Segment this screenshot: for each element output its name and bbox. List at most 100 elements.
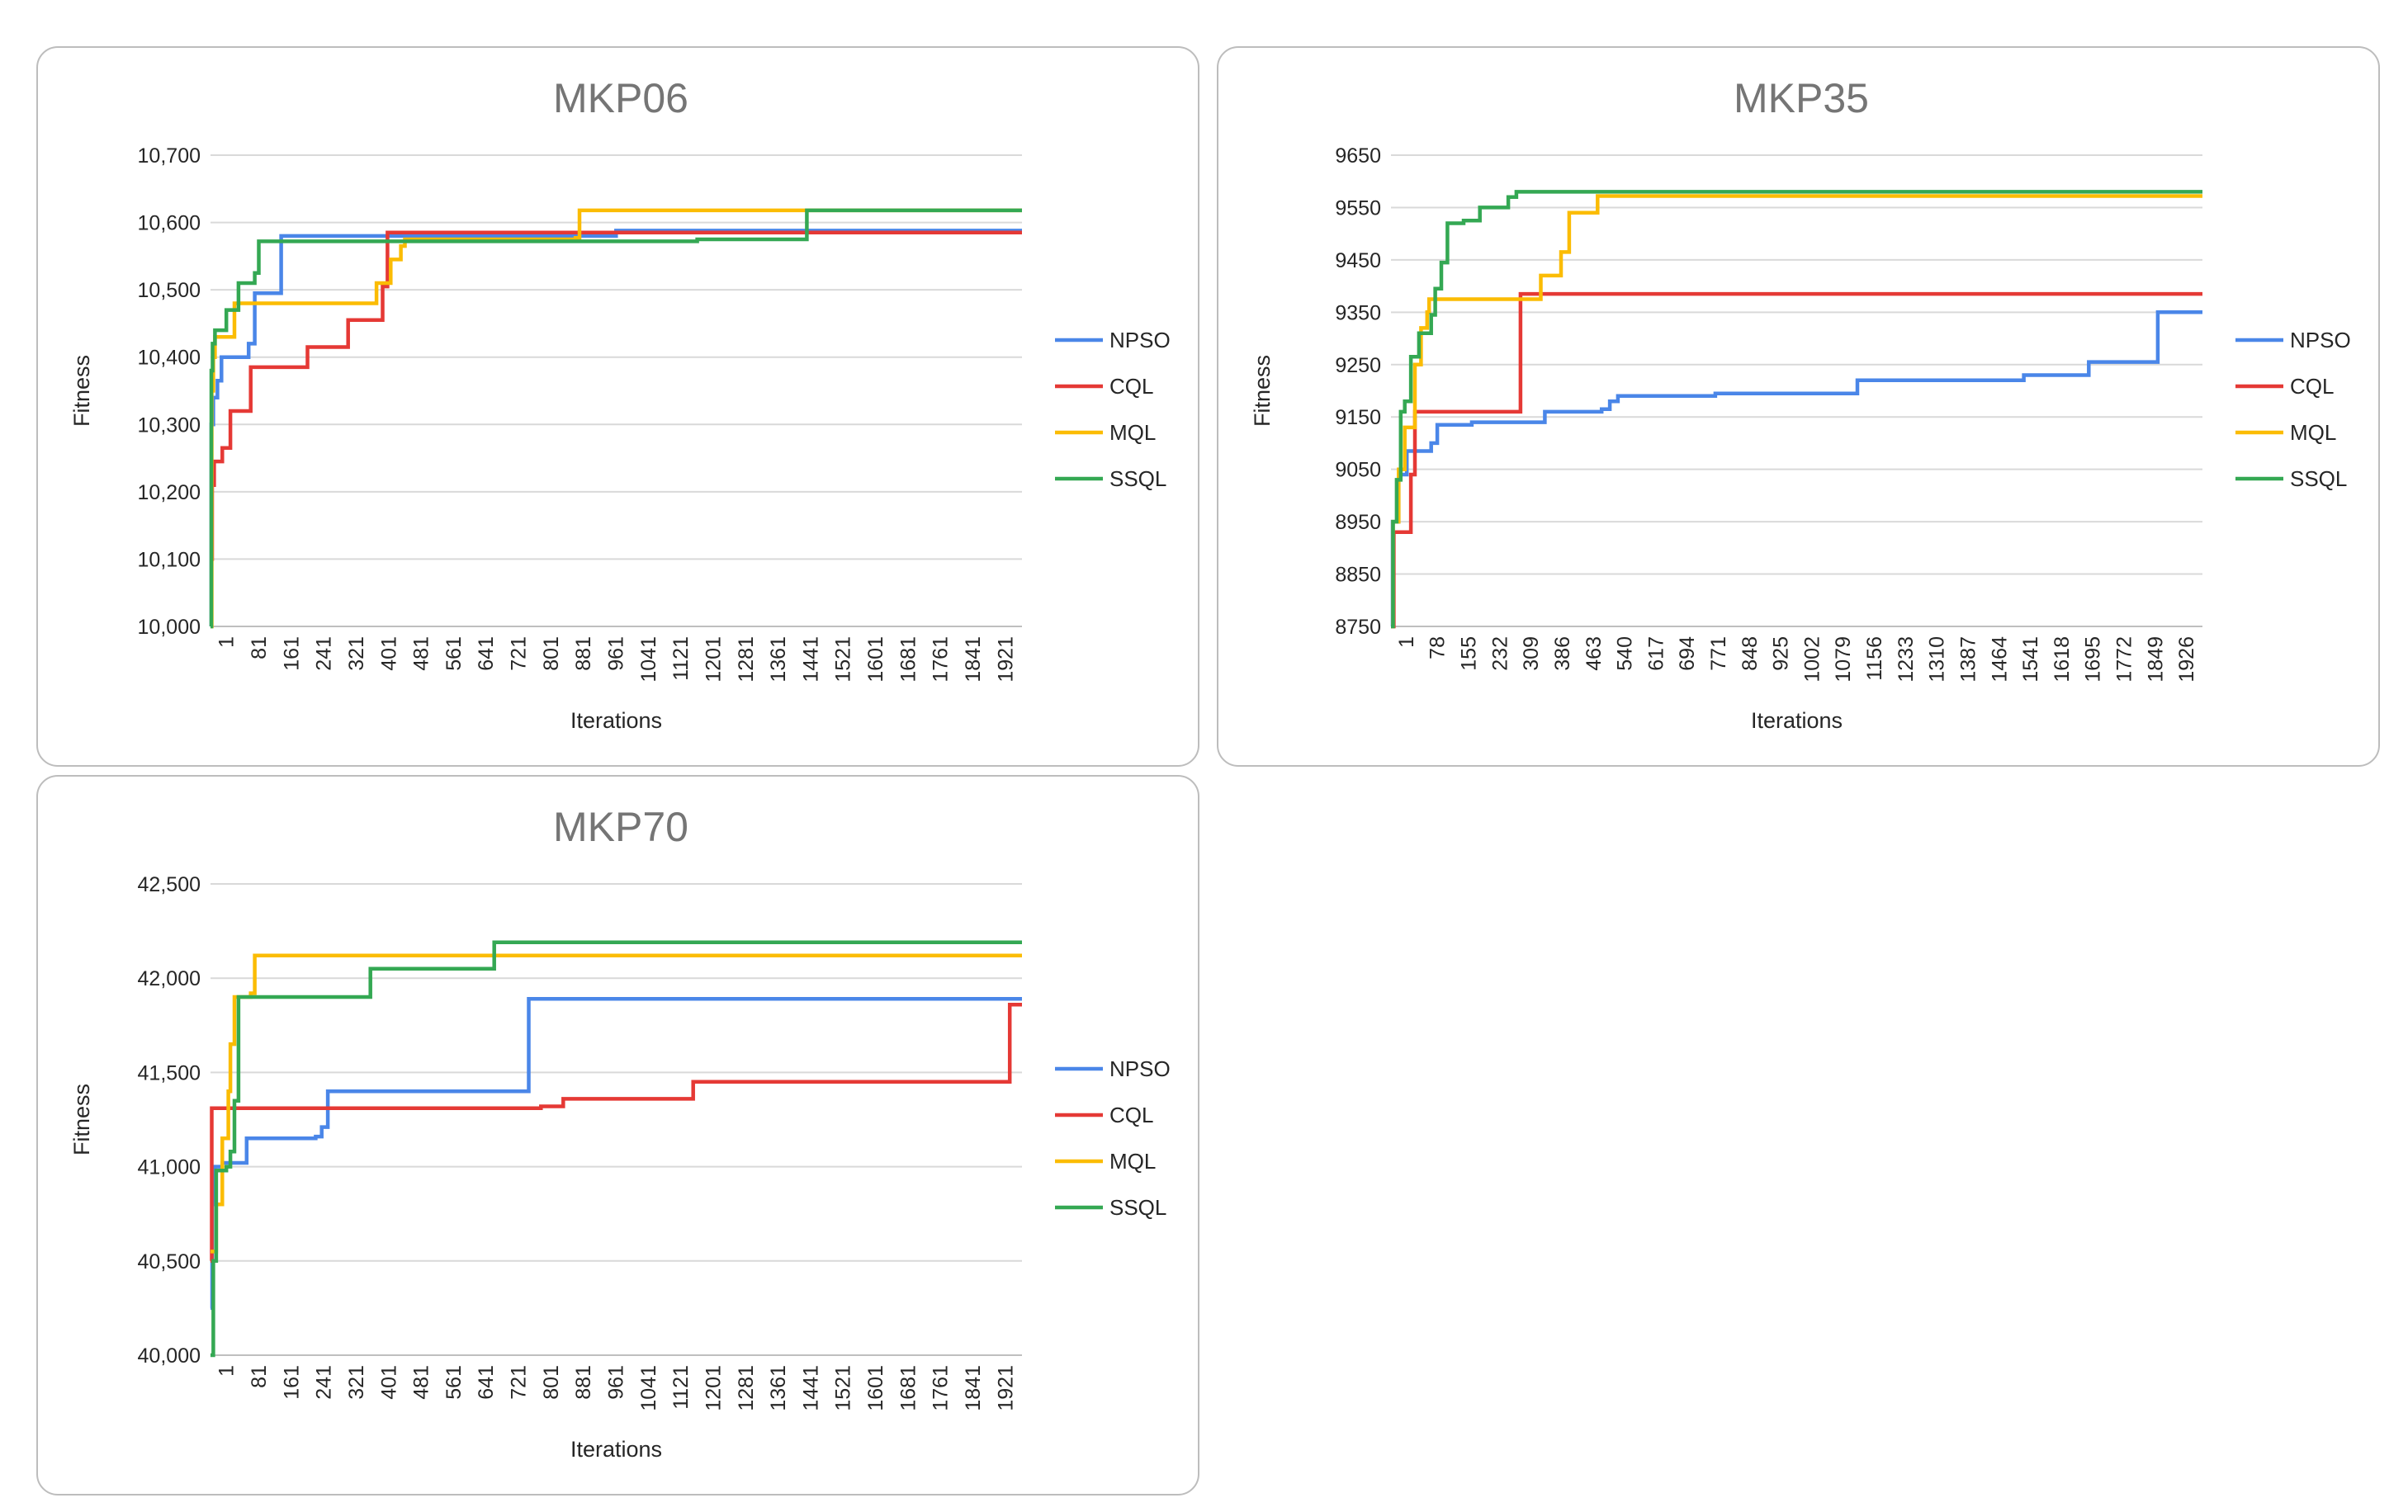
- legend-label-cql: CQL: [1109, 374, 1153, 399]
- series-line-ssql: [209, 208, 1022, 629]
- legend-label-cql: CQL: [1109, 1103, 1153, 1127]
- x-tick-label: 1926: [2175, 636, 2198, 683]
- series-line-cql: [210, 230, 1022, 561]
- series-line-ssql: [211, 940, 1022, 1358]
- legend-label-cql: CQL: [2290, 374, 2334, 399]
- x-tick-label: 925: [1770, 636, 1793, 671]
- x-tick-label: 401: [377, 636, 400, 671]
- x-tick-label: 540: [1614, 636, 1637, 671]
- y-tick-label: 9050: [1335, 459, 1381, 482]
- x-tick-label: 1521: [832, 1365, 855, 1411]
- y-tick-label: 41,500: [138, 1061, 201, 1084]
- x-axis-label: Iterations: [1751, 708, 1843, 733]
- x-tick-label: 1921: [994, 1365, 1017, 1411]
- y-tick-label: 42,000: [138, 967, 201, 990]
- chart-mkp35: MKP35 8750 8850 8950 9050 9150 9250 9350 9450 955…: [1250, 75, 2351, 733]
- y-tick-label: 9650: [1335, 144, 1381, 168]
- x-tick-label: 1079: [1832, 636, 1855, 683]
- legend-label-npso: NPSO: [1109, 328, 1171, 352]
- x-tick-label: 1761: [930, 636, 953, 683]
- y-tick-label: 9450: [1335, 249, 1381, 272]
- y-tick-label: 41,000: [138, 1156, 201, 1179]
- legend-label-ssql: SSQL: [2290, 466, 2347, 491]
- legend-label-ssql: SSQL: [1109, 1195, 1166, 1220]
- y-tick-label: 8850: [1335, 564, 1381, 587]
- x-tick-label: 1681: [896, 636, 920, 683]
- x-tick-label: 1772: [2112, 636, 2136, 683]
- y-axis-label: Fitness: [1250, 355, 1275, 427]
- y-tick-label: 8950: [1335, 511, 1381, 534]
- x-tick-label: 1041: [637, 1365, 660, 1411]
- chart-title: MKP35: [1734, 75, 1869, 121]
- series-line-npso: [1390, 310, 2202, 629]
- legend-label-npso: NPSO: [2290, 328, 2351, 352]
- chart-panel-mkp35: MKP35 8750 8850 8950 9050 9150 9250 9350 9450 955…: [1217, 46, 2380, 767]
- series-line-cql: [1391, 291, 2202, 629]
- y-tick-label: 10,300: [138, 413, 201, 437]
- x-tick-label: 1618: [2051, 636, 2074, 683]
- series-line-mql: [211, 953, 1022, 1254]
- x-tick-label: 1: [215, 636, 239, 648]
- x-tick-label: 1281: [735, 1365, 758, 1411]
- x-tick-label: 694: [1676, 636, 1699, 671]
- chart-title: MKP06: [553, 75, 688, 121]
- x-tick-label: 1233: [1895, 636, 1918, 683]
- y-tick-label: 9350: [1335, 301, 1381, 324]
- x-tick-label: 78: [1426, 636, 1450, 659]
- x-axis-label: Iterations: [570, 1437, 662, 1462]
- x-tick-label: 1849: [2144, 636, 2167, 683]
- series-line-mql: [210, 208, 1022, 629]
- x-tick-label: 155: [1458, 636, 1481, 671]
- x-tick-label: 1441: [799, 1365, 822, 1411]
- x-tick-label: 1841: [962, 636, 985, 683]
- x-tick-label: 481: [410, 636, 433, 671]
- x-tick-label: 1: [215, 1365, 239, 1377]
- legend-label-mql: MQL: [1109, 420, 1156, 445]
- chart-title: MKP70: [553, 804, 688, 850]
- x-tick-label: 1002: [1800, 636, 1824, 683]
- y-tick-label: 10,100: [138, 548, 201, 571]
- y-tick-label: 9150: [1335, 406, 1381, 429]
- y-tick-label: 8750: [1335, 616, 1381, 639]
- x-tick-label: 386: [1551, 636, 1574, 671]
- x-tick-label: 1361: [767, 636, 790, 683]
- x-tick-label: 481: [410, 1365, 433, 1400]
- x-tick-label: 1921: [994, 636, 1017, 683]
- x-tick-label: 801: [540, 1365, 563, 1400]
- x-axis-label: Iterations: [570, 708, 662, 733]
- x-tick-label: 1121: [669, 1365, 693, 1410]
- x-tick-label: 1361: [767, 1365, 790, 1411]
- x-tick-label: 321: [345, 1365, 368, 1400]
- x-tick-label: 721: [508, 1365, 531, 1400]
- chart-mkp70: MKP70 40,000 40,500 41,000 41,500 42,000 42,50…: [69, 804, 1171, 1462]
- y-axis-label: Fitness: [69, 1084, 94, 1155]
- y-tick-label: 10,000: [138, 616, 201, 639]
- x-tick-label: 1695: [2082, 636, 2105, 683]
- x-tick-label: 1761: [930, 1365, 953, 1411]
- y-tick-label: 9250: [1335, 354, 1381, 377]
- x-tick-label: 1541: [2019, 636, 2042, 683]
- x-tick-label: 1281: [735, 636, 758, 683]
- x-tick-label: 561: [442, 1365, 466, 1400]
- x-tick-label: 881: [572, 636, 595, 671]
- y-tick-label: 10,200: [138, 481, 201, 504]
- legend-label-mql: MQL: [1109, 1149, 1156, 1174]
- y-tick-label: 9550: [1335, 196, 1381, 220]
- x-tick-label: 561: [442, 636, 466, 671]
- x-tick-label: 1201: [702, 636, 725, 683]
- x-tick-label: 1310: [1926, 636, 1949, 683]
- x-tick-label: 1387: [1956, 636, 1980, 683]
- x-tick-label: 1: [1395, 636, 1418, 648]
- x-tick-label: 241: [313, 636, 336, 671]
- x-tick-label: 848: [1739, 636, 1762, 671]
- x-tick-label: 1601: [864, 1365, 887, 1411]
- y-tick-label: 40,500: [138, 1250, 201, 1273]
- series-line-ssql: [1391, 190, 2202, 629]
- legend-label-ssql: SSQL: [1109, 466, 1166, 491]
- x-tick-label: 161: [280, 636, 303, 671]
- x-tick-label: 161: [280, 1365, 303, 1400]
- series-line-cql: [210, 1002, 1022, 1264]
- chart-panel-mkp06: MKP06 10,000 10,100 10,200 10,300 10,400 10,50…: [36, 46, 1199, 767]
- x-tick-label: 1041: [637, 636, 660, 683]
- x-tick-label: 401: [377, 1365, 400, 1400]
